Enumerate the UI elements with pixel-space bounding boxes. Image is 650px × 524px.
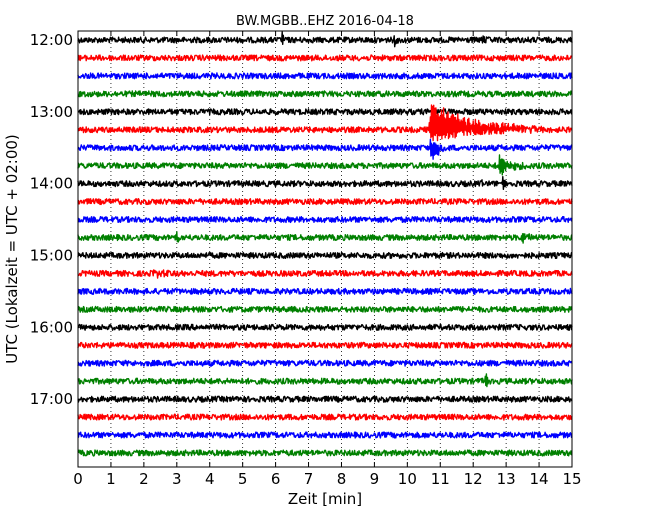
x-tick-label: 4: [205, 470, 215, 488]
trace-1515: [77, 269, 573, 279]
trace-1330: [77, 138, 573, 160]
x-tick-label: 8: [337, 470, 347, 488]
trace-1215: [77, 54, 573, 62]
trace-1245: [77, 90, 573, 98]
x-tick-label: 15: [562, 470, 581, 488]
y-tick-label: 14:00: [30, 175, 73, 193]
trace-1645: [77, 373, 573, 388]
trace-layer: [77, 31, 573, 457]
y-tick-label: 12:00: [30, 31, 73, 49]
x-tick-label: 10: [398, 470, 417, 488]
y-tick-label: 17:00: [30, 390, 73, 408]
trace-1730: [77, 431, 573, 439]
x-axis: 0 1 2 3 4 5 6 7 8 9 10 11 12 13 14 15: [73, 31, 582, 488]
x-tick-label: 11: [431, 470, 450, 488]
x-tick-label: 2: [139, 470, 149, 488]
trace-1315: [77, 104, 573, 142]
y-tick-label: 13:00: [30, 103, 73, 121]
trace-1530: [77, 287, 573, 295]
trace-1200: [77, 31, 573, 48]
x-tick-label: 13: [497, 470, 516, 488]
x-tick-label: 6: [271, 470, 281, 488]
trace-1415: [77, 197, 573, 206]
y-tick-label: 15:00: [30, 246, 73, 264]
x-tick-label: 14: [530, 470, 549, 488]
x-tick-label: 3: [172, 470, 182, 488]
plot-frame: [77, 30, 573, 468]
trace-1630: [77, 359, 573, 367]
trace-1430: [77, 215, 573, 224]
trace-1445: [77, 231, 573, 244]
trace-1715: [77, 413, 573, 421]
trace-1400: [77, 175, 573, 191]
trace-1600: [77, 323, 573, 331]
x-tick-label: 5: [238, 470, 248, 488]
x-tick-label: 0: [73, 470, 83, 488]
trace-1745: [77, 449, 573, 457]
x-tick-label: 9: [370, 470, 380, 488]
chart-title: BW.MGBB..EHZ 2016-04-18: [236, 14, 414, 29]
trace-1615: [77, 341, 573, 349]
x-axis-label: Zeit [min]: [288, 490, 362, 508]
trace-1700: [77, 395, 573, 403]
trace-1345: [77, 154, 573, 176]
y-axis-label: UTC (Lokalzeit = UTC + 02:00): [3, 134, 21, 364]
y-tick-label: 16:00: [30, 318, 73, 336]
trace-1300: [77, 108, 573, 116]
trace-1230: [77, 72, 573, 80]
y-axis: 12:00 13:00 14:00 15:00 16:00 17:00: [30, 31, 572, 408]
x-tick-label: 12: [464, 470, 483, 488]
trace-1545: [77, 305, 573, 313]
trace-1500: [77, 251, 573, 259]
x-tick-label: 7: [304, 470, 314, 488]
x-tick-label: 1: [106, 470, 116, 488]
vertical-grid: [110, 31, 540, 467]
